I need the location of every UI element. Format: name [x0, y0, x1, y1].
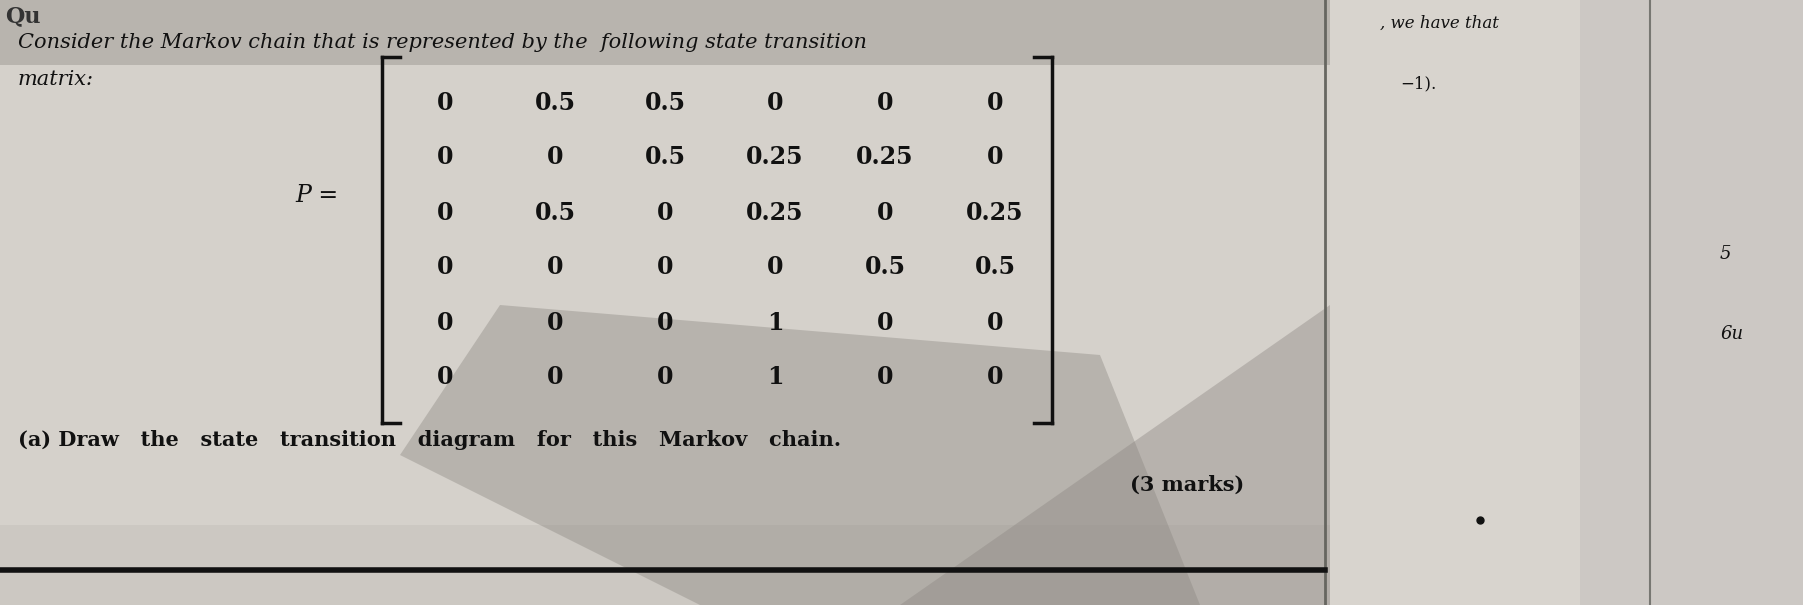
Text: 0: 0	[656, 365, 673, 390]
Text: 1: 1	[766, 365, 783, 390]
Text: matrix:: matrix:	[18, 70, 94, 89]
Text: 0.5: 0.5	[644, 91, 685, 114]
Bar	[1579, 0, 1803, 605]
Text: 0.25: 0.25	[746, 200, 804, 224]
Text: P =: P =	[296, 183, 339, 206]
Bar	[0, 0, 1331, 65]
Text: Consider the Markov chain that is represented by the  following state transition: Consider the Markov chain that is repres…	[18, 33, 867, 52]
Text: 0: 0	[876, 310, 892, 335]
Text: Qu: Qu	[5, 5, 40, 27]
Text: 0.5: 0.5	[534, 200, 575, 224]
Bar	[0, 0, 1331, 525]
Text: (a) Draw   the   state   transition   diagram   for   this   Markov   chain.: (a) Draw the state transition diagram fo…	[18, 430, 842, 450]
Text: 0: 0	[546, 255, 563, 280]
Text: (3 marks): (3 marks)	[1130, 475, 1244, 495]
Text: 0: 0	[766, 91, 783, 114]
Text: 0.5: 0.5	[644, 145, 685, 169]
Text: 0: 0	[986, 365, 1002, 390]
Bar	[0, 0, 1331, 605]
Text: 0: 0	[876, 200, 892, 224]
Polygon shape	[600, 305, 1331, 605]
Text: 0: 0	[656, 200, 673, 224]
Bar	[1331, 0, 1803, 605]
Text: 0: 0	[986, 91, 1002, 114]
Text: −1).: −1).	[1399, 75, 1437, 92]
Text: 0.25: 0.25	[856, 145, 914, 169]
Text: 0: 0	[766, 255, 783, 280]
Text: 0: 0	[436, 145, 453, 169]
Text: 0: 0	[436, 200, 453, 224]
Text: 0: 0	[436, 255, 453, 280]
Text: 0: 0	[656, 255, 673, 280]
Text: 0.5: 0.5	[974, 255, 1015, 280]
Text: , we have that: , we have that	[1379, 15, 1498, 32]
Polygon shape	[400, 305, 1201, 605]
Text: 0: 0	[986, 145, 1002, 169]
Text: 0: 0	[546, 310, 563, 335]
Text: 0: 0	[656, 310, 673, 335]
Text: 0: 0	[986, 310, 1002, 335]
Text: 0: 0	[436, 365, 453, 390]
Text: 6u: 6u	[1720, 325, 1744, 343]
Text: 0.5: 0.5	[534, 91, 575, 114]
Text: 5: 5	[1720, 245, 1731, 263]
Text: 0.25: 0.25	[746, 145, 804, 169]
Text: 0: 0	[546, 145, 563, 169]
Text: 0.25: 0.25	[966, 200, 1024, 224]
Text: 1: 1	[766, 310, 783, 335]
Text: 0: 0	[546, 365, 563, 390]
Text: 0: 0	[436, 310, 453, 335]
Text: 0.5: 0.5	[864, 255, 905, 280]
Text: 0: 0	[876, 365, 892, 390]
Text: 0: 0	[876, 91, 892, 114]
Text: 0: 0	[436, 91, 453, 114]
